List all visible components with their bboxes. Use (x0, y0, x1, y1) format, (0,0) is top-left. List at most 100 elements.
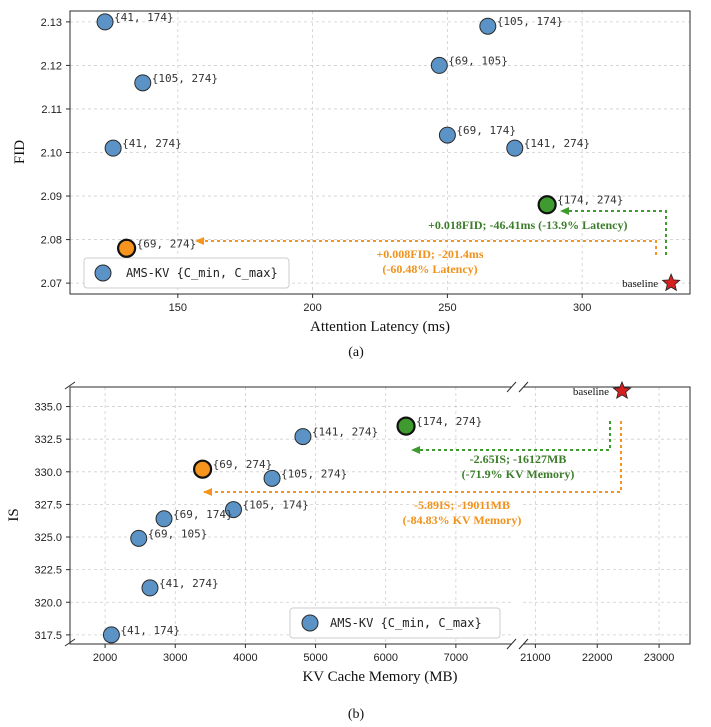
b-baseline-star (612, 380, 632, 400)
green-annotation-arrow-a (560, 207, 667, 255)
x-tick-b-left-label-3: 5000 (303, 652, 327, 664)
x-tick-b-left-label-2: 4000 (233, 652, 257, 664)
b-point-label-6: {41, 174} (120, 624, 180, 637)
y-tick-a-label-2: 2.09 (41, 191, 62, 203)
axis-break-marks (64, 381, 529, 650)
legend-b: AMS-KV {C_min, C_max} (289, 607, 501, 639)
caption-b: (b) (348, 707, 365, 722)
a-point-3 (134, 74, 152, 92)
y-tick-a-label-6: 2.13 (41, 17, 62, 29)
b-highlight-orange-point (193, 459, 213, 479)
y-tick-a-label-4: 2.11 (41, 104, 62, 116)
orange-annotation-text-b-line1: -5.89IS; -19011MB (414, 498, 510, 512)
a-point-label-5: {69, 174} (456, 124, 516, 137)
b-point-0 (294, 428, 312, 446)
legend-box-a (83, 257, 290, 289)
orange-annotation-arrow-b (203, 421, 622, 496)
b-highlight-green-label: {174, 274} (416, 415, 482, 428)
a-highlight-green-point (537, 195, 557, 215)
x-axis-label-b: KV Cache Memory (MB) (302, 669, 457, 685)
b-point-label-0: {141, 274} (312, 426, 378, 439)
caption-a: (a) (348, 345, 364, 360)
x-tick-b-left-label-1: 3000 (163, 652, 187, 664)
a-point-2 (430, 56, 448, 74)
y-tick-b-label-5: 330.0 (34, 467, 62, 479)
b-point-3 (155, 510, 173, 528)
b-point-1 (263, 469, 281, 487)
x-tick-b-left-label-5: 7000 (444, 652, 468, 664)
b-point-label-2: {105, 174} (242, 499, 308, 512)
break-mark-top-left (506, 381, 517, 393)
b-point-6 (102, 626, 120, 644)
y-tick-a-label-5: 2.12 (41, 60, 62, 72)
break-mark-y-top (64, 381, 76, 390)
x-axis-label-a: Attention Latency (ms) (310, 319, 450, 335)
points-b: {141, 274} {105, 274} {105, 174} {69, 174} {… (102, 380, 632, 644)
y-tick-b-label-2: 322.5 (34, 565, 62, 577)
y-ticks-b: 317.5 320.0 322.5 325.0 327.5 330.0 332.5 335.0 (34, 402, 70, 642)
grid-a (70, 11, 690, 294)
legend-a: AMS-KV {C_min, C_max} (83, 257, 290, 289)
y-tick-b-label-4: 327.5 (34, 499, 62, 511)
chart-a: 2.07 2.08 2.09 2.10 2.11 2.12 2.13 150 200 250 30… (12, 10, 691, 360)
y-tick-b-label-6: 332.5 (34, 434, 62, 446)
b-highlight-green-point (396, 416, 416, 436)
a-point-label-4: {41, 274} (122, 137, 182, 150)
x-tick-b-right-label-2: 23000 (644, 652, 675, 664)
a-point-label-3: {105, 274} (152, 72, 218, 85)
break-mark-bottom-left (506, 638, 517, 650)
b-point-label-4: {69, 105} (148, 527, 208, 540)
x-tick-b-right-label-1: 22000 (582, 652, 613, 664)
a-point-4 (104, 139, 122, 157)
orange-annotation-text-b-line2: (-84.83% KV Memory) (403, 513, 522, 527)
a-baseline-star (661, 273, 681, 292)
break-mark-bottom-right (518, 638, 529, 650)
a-point-1 (479, 17, 497, 35)
legend-box-b (289, 607, 501, 639)
orange-annotation-text-a-line1: +0.008FID; -201.4ms (376, 247, 483, 261)
b-point-5 (141, 579, 159, 597)
a-highlight-green-label: {174, 274} (557, 194, 623, 207)
x-tick-a-label-1: 200 (303, 302, 321, 314)
b-point-label-5: {41, 274} (159, 577, 219, 590)
y-tick-b-label-1: 320.0 (34, 597, 62, 609)
grid-b (70, 387, 690, 644)
a-point-0 (96, 13, 114, 31)
x-tick-a-label-0: 150 (169, 302, 187, 314)
a-highlight-orange-label: {69, 274} (137, 237, 197, 250)
x-ticks-a: 150 200 250 300 (169, 294, 591, 314)
orange-annotation-arrow-a (195, 237, 657, 255)
y-tick-a-label-0: 2.07 (41, 278, 62, 290)
orange-annotation-text-a-line2: (-60.48% Latency) (382, 262, 477, 276)
a-point-label-1: {105, 174} (497, 15, 563, 28)
y-axis-label-b: IS (6, 508, 22, 521)
x-tick-b-right-label-0: 21000 (520, 652, 551, 664)
a-point-5 (438, 126, 456, 144)
a-point-6 (506, 139, 524, 157)
y-tick-a-label-1: 2.08 (41, 235, 62, 247)
break-mark-top-right (518, 381, 529, 393)
x-tick-a-label-3: 300 (573, 302, 591, 314)
plot-frame-b-left (69, 386, 512, 645)
plot-frame-b-right (523, 386, 691, 645)
x-tick-b-left-label-0: 2000 (93, 652, 117, 664)
a-point-label-2: {69, 105} (448, 54, 508, 67)
legend-marker-a (94, 264, 112, 282)
green-annotation-text-a: +0.018FID; -46.41ms (-13.9% Latency) (428, 218, 627, 232)
b-point-label-1: {105, 274} (281, 467, 347, 480)
a-point-label-6: {141, 274} (524, 137, 590, 150)
y-axis-label-a: FID (12, 140, 28, 164)
y-tick-b-label-7: 335.0 (34, 402, 62, 414)
green-annotation-text-b-line1: -2.65IS; -16127MB (470, 452, 567, 466)
green-annotation-text-b-line2: (-71.9% KV Memory) (462, 467, 575, 481)
y-tick-a-label-3: 2.10 (41, 148, 62, 160)
a-highlight-orange-point (117, 238, 137, 258)
b-highlight-orange-label: {69, 274} (213, 458, 273, 471)
b-point-4 (130, 529, 148, 547)
x-tick-b-left-label-4: 6000 (373, 652, 397, 664)
chart-b: 317.5 320.0 322.5 325.0 327.5 330.0 332.5 335.0… (6, 380, 691, 722)
legend-label-b: AMS-KV {C_min, C_max} (330, 616, 482, 630)
break-mark-y-bottom (64, 638, 76, 647)
b-point-2 (224, 501, 242, 519)
